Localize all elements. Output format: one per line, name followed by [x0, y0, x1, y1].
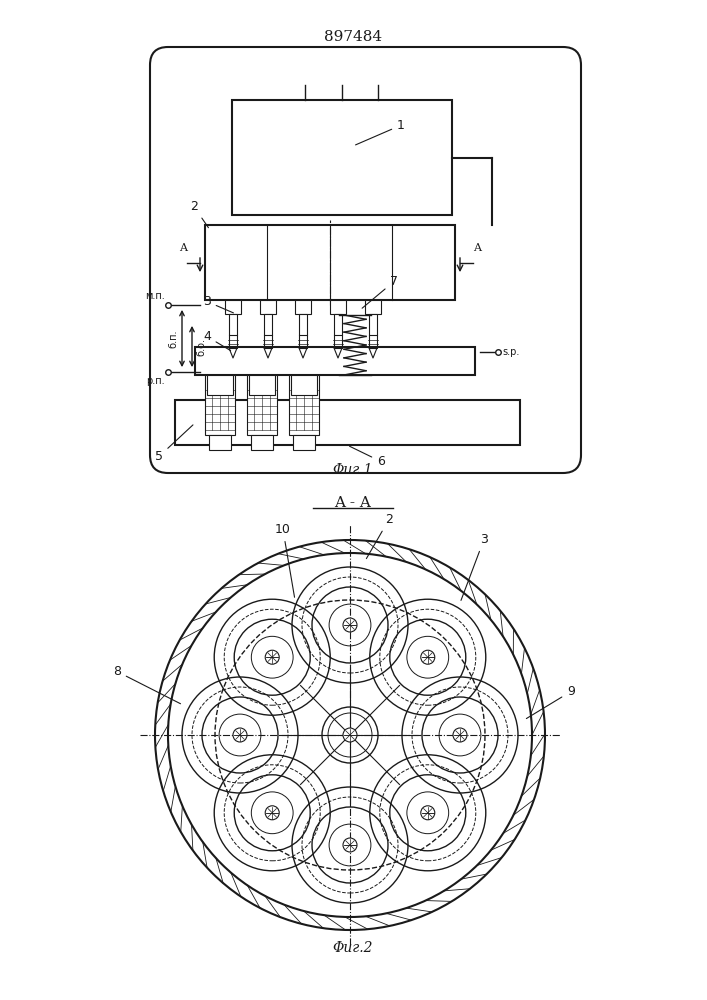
Text: 5: 5 [155, 425, 193, 463]
Text: 6: 6 [349, 446, 385, 468]
Text: 897484: 897484 [324, 30, 382, 44]
Text: 2: 2 [366, 513, 393, 559]
Bar [291, 375, 317, 395]
Text: 8: 8 [113, 665, 180, 704]
Bar [195, 347, 475, 375]
Bar [251, 435, 273, 450]
Text: 4: 4 [203, 330, 230, 351]
Text: 3: 3 [203, 295, 233, 313]
Bar [225, 300, 241, 314]
Bar [334, 314, 342, 335]
Text: 3: 3 [461, 533, 488, 600]
Bar [249, 375, 275, 395]
Text: 1: 1 [356, 119, 405, 145]
Text: 10: 10 [275, 523, 295, 597]
Circle shape [343, 618, 357, 632]
Bar [232, 100, 452, 215]
Bar [205, 375, 235, 435]
Text: р.п.: р.п. [146, 376, 165, 386]
Text: б.о.: б.о. [196, 338, 206, 357]
Bar [330, 300, 346, 314]
Bar [175, 400, 520, 445]
Text: м.п.: м.п. [145, 291, 165, 301]
Circle shape [343, 838, 357, 852]
Text: Φиг.1: Φиг.1 [333, 463, 373, 477]
Text: A: A [179, 243, 187, 253]
Text: Φиг.2: Φиг.2 [333, 941, 373, 955]
Bar [289, 375, 319, 435]
Text: s.р.: s.р. [502, 347, 520, 357]
Circle shape [343, 728, 357, 742]
Circle shape [421, 650, 435, 664]
Bar [209, 435, 231, 450]
Bar [295, 300, 311, 314]
Text: A - A: A - A [334, 496, 371, 510]
Bar [365, 300, 381, 314]
FancyBboxPatch shape [150, 47, 581, 473]
Bar [293, 435, 315, 450]
Text: б.п.: б.п. [168, 329, 178, 348]
Circle shape [453, 728, 467, 742]
Text: 9: 9 [527, 685, 575, 719]
Bar [264, 314, 272, 335]
Bar [247, 375, 277, 435]
Circle shape [233, 728, 247, 742]
Bar [369, 314, 377, 335]
Text: 7: 7 [362, 275, 398, 308]
Circle shape [421, 806, 435, 820]
Bar [207, 375, 233, 395]
Bar [205, 225, 455, 300]
Text: 2: 2 [190, 200, 209, 228]
Bar [299, 314, 307, 335]
Bar [229, 314, 237, 335]
Bar [260, 300, 276, 314]
Circle shape [265, 806, 279, 820]
Text: A: A [473, 243, 481, 253]
Circle shape [265, 650, 279, 664]
